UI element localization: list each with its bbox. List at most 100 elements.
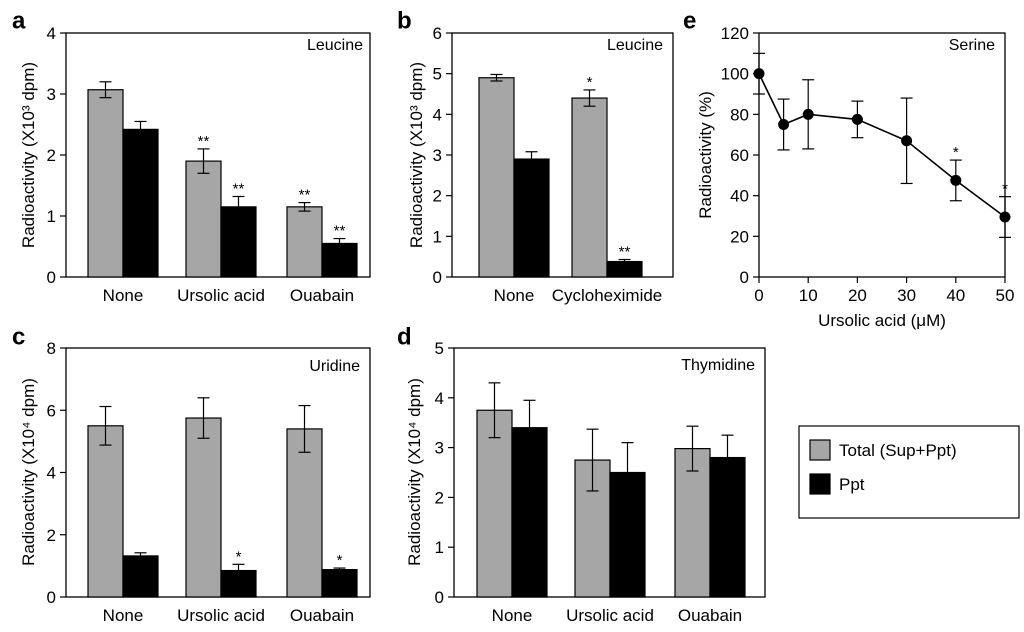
significance-mark-b: ** — [619, 244, 631, 261]
y-tick-label-b: 3 — [433, 146, 442, 165]
panel-title-c: Uridine — [309, 358, 360, 375]
series-line-e — [758, 73, 1006, 218]
y-tick-label-c: 0 — [47, 588, 56, 607]
significance-mark-c: * — [236, 548, 242, 565]
bar-a-ppt — [122, 128, 159, 278]
x-tick-label-e: 30 — [897, 286, 916, 305]
x-tick-label-e: 10 — [799, 286, 818, 305]
bar-b-ppt — [513, 158, 550, 278]
panel-title-a: Leucine — [307, 37, 363, 54]
y-tick-label-d: 3 — [435, 439, 444, 458]
x-axis-label-e: Ursolic acid (μM) — [818, 311, 946, 330]
bar-d-ppt — [709, 456, 746, 598]
bar-b-total — [478, 77, 515, 278]
y-axis-label-c: Radioactivity (X10⁴ dpm) — [19, 378, 38, 566]
bar-a-ppt — [220, 206, 257, 278]
x-category-label-c: Ursolic acid — [177, 606, 265, 625]
bar-a-total — [286, 206, 323, 278]
data-point-e — [999, 211, 1011, 223]
panel-label-d: d — [397, 323, 412, 350]
x-tick-label-e: 20 — [848, 286, 867, 305]
y-tick-label-d: 4 — [435, 389, 444, 408]
y-tick-label-a: 3 — [47, 85, 56, 104]
significance-mark-c: * — [337, 552, 343, 569]
legend-label: Ppt — [839, 475, 865, 494]
x-category-label-c: None — [103, 606, 144, 625]
data-point-e — [901, 135, 913, 147]
panel-label-b: b — [397, 7, 412, 34]
data-point-e — [753, 68, 765, 80]
legend-label: Total (Sup+Ppt) — [839, 441, 957, 460]
x-tick-label-e: 0 — [754, 286, 763, 305]
bar-a-total — [185, 160, 222, 278]
y-tick-label-b: 6 — [433, 24, 442, 43]
plot-frame-e — [758, 32, 1006, 278]
y-tick-label-d: 2 — [435, 488, 444, 507]
y-tick-label-b: 2 — [433, 187, 442, 206]
y-tick-label-d: 1 — [435, 538, 444, 557]
legend-box — [798, 425, 1020, 519]
y-tick-label-e: 100 — [721, 65, 749, 84]
y-tick-label-b: 1 — [433, 227, 442, 246]
y-tick-label-d: 5 — [435, 339, 444, 358]
x-tick-label-e: 40 — [946, 286, 965, 305]
panel-label-e: e — [683, 7, 696, 34]
y-tick-label-c: 8 — [47, 339, 56, 358]
bar-d-total — [674, 447, 711, 598]
bar-c-total — [185, 417, 222, 598]
bar-d-ppt — [511, 427, 548, 598]
y-axis-label-d: Radioactivity (X10⁴ dpm) — [405, 378, 424, 566]
bar-a-total — [87, 89, 124, 278]
y-tick-label-e: 20 — [730, 227, 749, 246]
y-tick-label-d: 0 — [435, 588, 444, 607]
bar-b-total — [571, 97, 608, 278]
x-category-label-c: Ouabain — [290, 606, 354, 625]
y-tick-label-e: 0 — [740, 268, 749, 287]
y-tick-label-e: 40 — [730, 187, 749, 206]
y-axis-label-b: Radioactivity (X10³ dpm) — [407, 62, 426, 248]
significance-mark-a: ** — [299, 187, 311, 204]
significance-mark-a: ** — [334, 223, 346, 240]
legend-swatch — [809, 439, 831, 461]
y-tick-label-c: 2 — [47, 526, 56, 545]
significance-mark-e: * — [953, 144, 959, 161]
panel-title-d: Thymidine — [681, 357, 755, 374]
panel-title-e: Serine — [949, 37, 995, 54]
significance-mark-e: * — [1002, 181, 1008, 198]
significance-mark-a: ** — [233, 180, 245, 197]
x-category-label-d: None — [492, 606, 533, 625]
data-point-e — [851, 113, 863, 125]
panel-label-a: a — [12, 7, 26, 34]
x-category-label-b: Cycloheximide — [552, 286, 663, 305]
y-tick-label-b: 4 — [433, 105, 442, 124]
bar-c-ppt — [220, 569, 257, 598]
y-tick-label-c: 4 — [47, 464, 56, 483]
y-tick-label-e: 60 — [730, 146, 749, 165]
bar-c-ppt — [321, 569, 358, 598]
bar-d-total — [476, 409, 513, 598]
y-axis-label-a: Radioactivity (X10³ dpm) — [19, 62, 38, 248]
x-category-label-a: Ursolic acid — [177, 286, 265, 305]
legend-swatch — [809, 473, 831, 495]
y-tick-label-e: 80 — [730, 105, 749, 124]
significance-mark-a: ** — [198, 133, 210, 150]
x-category-label-d: Ouabain — [678, 606, 742, 625]
x-category-label-a: None — [103, 286, 144, 305]
y-tick-label-b: 0 — [433, 268, 442, 287]
data-point-e — [802, 108, 814, 120]
y-tick-label-a: 0 — [47, 268, 56, 287]
x-tick-label-e: 50 — [996, 286, 1015, 305]
significance-mark-b: * — [587, 74, 593, 91]
data-point-e — [950, 174, 962, 186]
panel-label-c: c — [12, 323, 25, 350]
panel-title-b: Leucine — [607, 37, 663, 54]
x-category-label-b: None — [494, 286, 535, 305]
y-tick-label-e: 120 — [721, 24, 749, 43]
y-tick-label-a: 4 — [47, 24, 56, 43]
x-category-label-d: Ursolic acid — [566, 606, 654, 625]
y-tick-label-a: 2 — [47, 146, 56, 165]
y-tick-label-c: 6 — [47, 401, 56, 420]
x-category-label-a: Ouabain — [290, 286, 354, 305]
data-point-e — [778, 119, 790, 130]
